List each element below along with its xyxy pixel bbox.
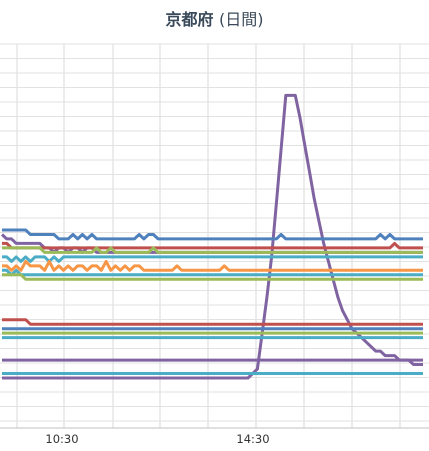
series-line-4: [2, 246, 423, 254]
series-line-2: [0, 233, 423, 254]
series-line-0: [2, 93, 423, 380]
chart-series-group: [0, 93, 423, 380]
x-tick-label-0: 10:30: [45, 432, 78, 446]
chart-title: 京都府 (日間): [0, 6, 429, 30]
series-line-5: [2, 255, 423, 263]
series-line-7: [2, 268, 423, 277]
chart-title-main: 京都府: [165, 10, 214, 29]
x-tick-label-1: 14:30: [236, 432, 269, 446]
series-line-1: [2, 228, 423, 241]
chart-title-subtitle: (日間): [219, 10, 264, 29]
series-line-9: [2, 318, 423, 326]
x-axis-ticks: 10:30 14:30: [45, 432, 269, 446]
series-line-3: [2, 241, 423, 250]
series-line-8: [2, 273, 423, 281]
chart-grid: [0, 43, 429, 428]
series-line-6: [2, 259, 423, 272]
